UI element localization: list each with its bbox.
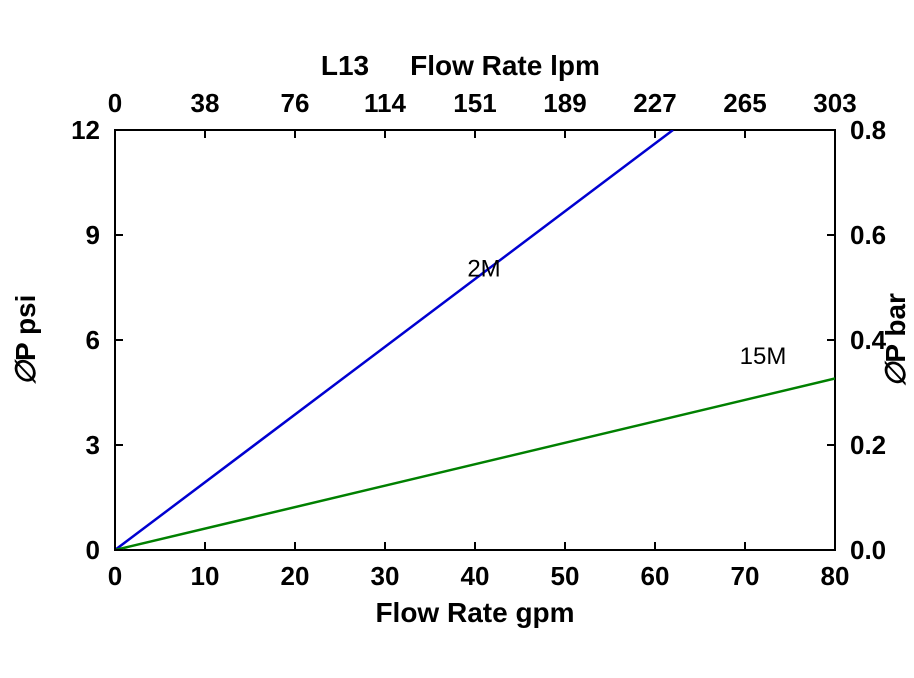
x-bottom-tick: 70 (731, 561, 760, 591)
x-top-tick: 38 (191, 88, 220, 118)
x-top-tick: 76 (281, 88, 310, 118)
series-label-15m: 15M (740, 343, 787, 370)
x-top-label: Flow Rate lpm (410, 50, 600, 81)
y-right-tick: 0.0 (850, 535, 886, 565)
x-bottom-tick: 30 (371, 561, 400, 591)
chart-title-prefix: L13 (321, 50, 369, 81)
y-left-label: ∅P psi (10, 295, 41, 386)
flow-rate-chart: 2M15M01020304050607080Flow Rate gpm03876… (0, 0, 914, 678)
y-right-tick: 0.6 (850, 220, 886, 250)
x-bottom-label: Flow Rate gpm (375, 597, 574, 628)
y-left-tick: 12 (71, 115, 100, 145)
y-left-tick: 3 (86, 430, 100, 460)
x-top-tick: 265 (723, 88, 766, 118)
chart-svg: 2M15M01020304050607080Flow Rate gpm03876… (0, 0, 914, 678)
x-top-tick: 303 (813, 88, 856, 118)
x-bottom-tick: 60 (641, 561, 670, 591)
x-top-tick: 151 (453, 88, 496, 118)
y-right-tick: 0.8 (850, 115, 886, 145)
x-top-tick: 189 (543, 88, 586, 118)
x-bottom-tick: 0 (108, 561, 122, 591)
x-top-tick: 227 (633, 88, 676, 118)
x-bottom-tick: 20 (281, 561, 310, 591)
x-top-tick: 114 (364, 88, 406, 118)
y-left-tick: 9 (86, 220, 100, 250)
y-right-label: ∅P bar (880, 293, 911, 387)
y-left-tick: 6 (86, 325, 100, 355)
y-right-tick: 0.2 (850, 430, 886, 460)
series-label-2m: 2M (467, 255, 500, 282)
y-left-tick: 0 (86, 535, 100, 565)
x-bottom-tick: 40 (461, 561, 490, 591)
x-top-tick: 0 (108, 88, 122, 118)
x-bottom-tick: 50 (551, 561, 580, 591)
x-bottom-tick: 80 (821, 561, 850, 591)
x-bottom-tick: 10 (191, 561, 220, 591)
